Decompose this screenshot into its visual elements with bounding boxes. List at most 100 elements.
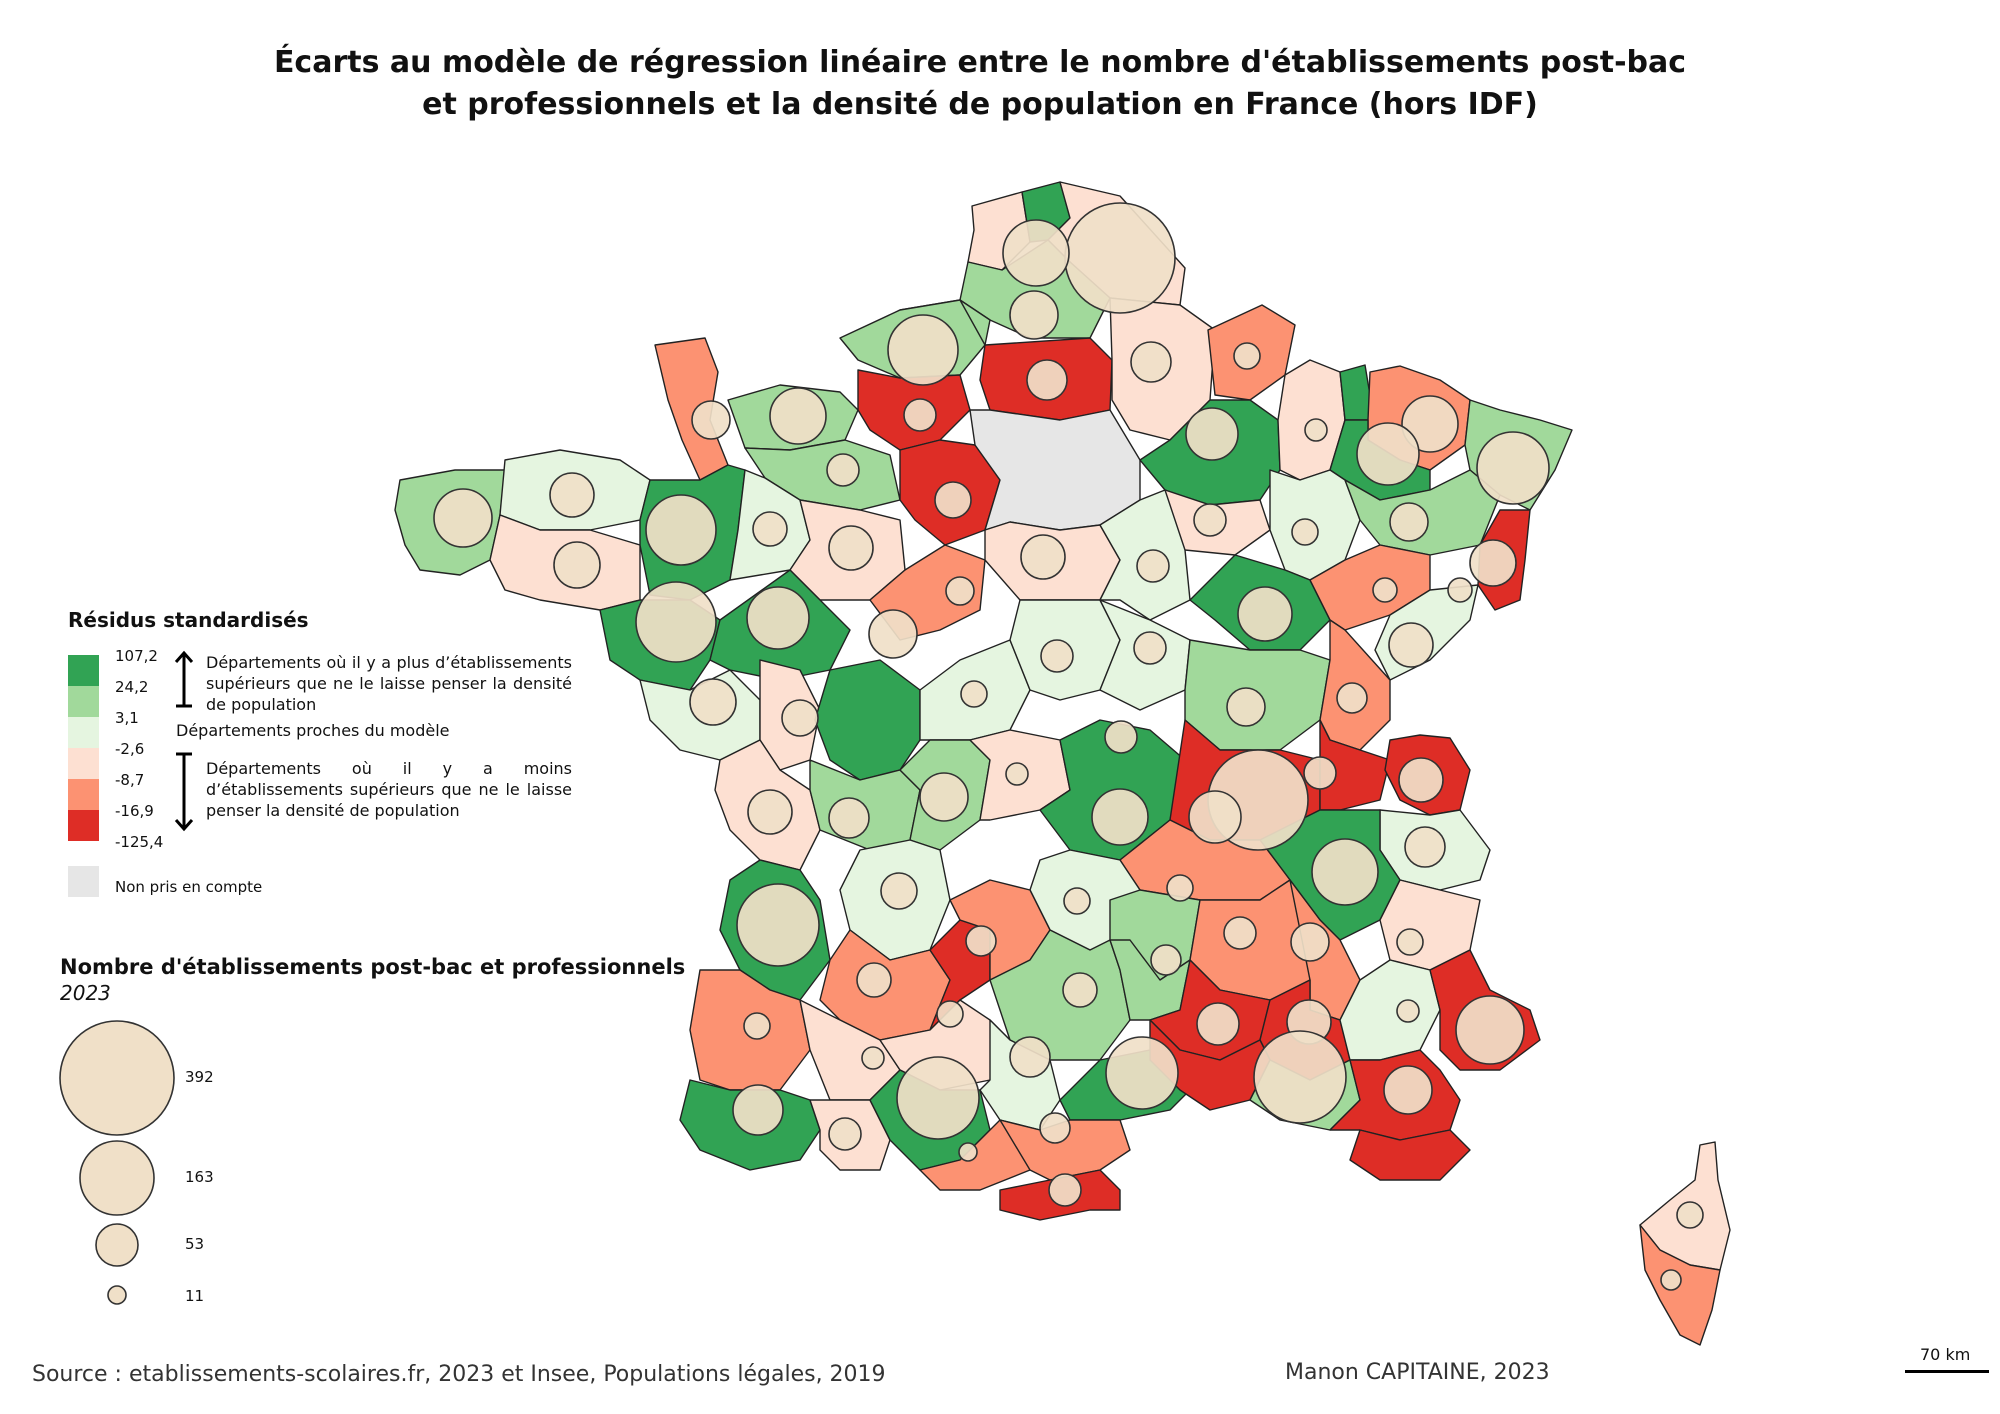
circle-isere — [1311, 838, 1379, 906]
legend-swatch-6 — [68, 810, 99, 841]
map-title: Écarts au modèle de régression linéaire … — [0, 42, 1960, 126]
circle-deux-sevres — [781, 699, 819, 737]
department-indre-et-loire — [814, 659, 921, 781]
circle-charente-maritime — [747, 789, 793, 835]
circle-savoie — [1404, 826, 1446, 868]
legend-not-counted-label: Non pris en compte — [115, 878, 263, 896]
circle-seine-maritime — [887, 314, 959, 386]
circle-jura — [1336, 682, 1368, 714]
legend-break-2: 24,2 — [115, 678, 149, 696]
legend-swatch-3 — [68, 717, 99, 748]
circle-mayenne — [752, 511, 788, 547]
circles-legend-subtitle: 2023 — [60, 981, 111, 1005]
circle-loire — [1166, 874, 1194, 902]
circle-alpes-maritimes — [1455, 995, 1525, 1065]
map-title-line2: et professionnels et la densité de popul… — [422, 87, 1538, 122]
circle-nord-lille — [1064, 202, 1176, 314]
legend-circle-163 — [79, 1140, 155, 1216]
circle-aveyron — [1062, 972, 1098, 1008]
legend-swatch-2 — [68, 686, 99, 717]
circle-lot — [936, 1000, 964, 1028]
circle-cotes-armor — [549, 472, 595, 518]
circle-marne — [1185, 407, 1239, 461]
legend-circle-label-392: 392 — [185, 1068, 214, 1086]
circle-alpes-hp — [1396, 999, 1420, 1023]
circle-ardennes — [1233, 342, 1261, 370]
legend-circle-11 — [107, 1285, 127, 1305]
circle-yonne — [1136, 549, 1170, 583]
circle-sarthe — [828, 525, 874, 571]
circle-haute-corse — [1676, 1201, 1704, 1229]
circle-bas-rhin — [1476, 431, 1550, 505]
circle-indre — [960, 680, 988, 708]
legend-break-1: 107,2 — [115, 647, 158, 665]
circle-calvados — [769, 387, 827, 445]
circle-manche — [691, 400, 731, 440]
circle-loire-atlantique — [635, 581, 717, 663]
legend-circle-label-11: 11 — [185, 1287, 205, 1305]
circle-correze — [965, 925, 997, 957]
circle-puy-de-dome — [1091, 788, 1149, 846]
circle-ariege — [958, 1142, 978, 1162]
circle-aube — [1193, 503, 1227, 537]
scale-bar — [1905, 1370, 1989, 1373]
france-departments — [394, 181, 1731, 1346]
circle-drome — [1290, 922, 1330, 962]
circle-vendee — [689, 678, 737, 726]
circle-maine-et-loire — [746, 586, 810, 650]
circle-eure — [903, 398, 937, 432]
legend-break-3: 3,1 — [115, 709, 139, 727]
department-meurthe-moselle — [1339, 364, 1371, 421]
circle-saone-et-loire — [1226, 687, 1266, 727]
circle-gironde — [736, 883, 820, 967]
legend-arrows — [174, 650, 194, 832]
legend-break-4: -2,6 — [115, 740, 145, 758]
circle-finistere — [433, 488, 493, 548]
circle-landes — [743, 1012, 771, 1040]
circle-moselle — [1401, 395, 1459, 453]
circle-pyrenees-atlantiques — [732, 1084, 784, 1136]
legend-note-below: Départements où il y a moins d’établisse… — [206, 759, 572, 820]
legend-swatch-1 — [68, 655, 99, 686]
circle-haute-saone — [1372, 577, 1398, 603]
source-text: Source : etablissements-scolaires.fr, 20… — [32, 1362, 886, 1387]
circle-pyrenees-orientales — [1048, 1173, 1082, 1207]
circle-lot-et-garonne — [861, 1046, 885, 1070]
legend-circle-392 — [59, 1020, 175, 1136]
legend-swatch-4 — [68, 748, 99, 779]
circle-morbihan — [553, 541, 601, 589]
legend-break-6: -16,9 — [115, 802, 154, 820]
circle-ardeche — [1196, 1002, 1240, 1046]
legend-circle-label-163: 163 — [185, 1168, 214, 1186]
legend-break-7: -125,4 — [115, 833, 164, 851]
circle-haut-rhin — [1469, 539, 1517, 587]
circle-corse-du-sud — [1660, 1269, 1682, 1291]
circle-loir-et-cher — [945, 576, 975, 606]
author-text: Manon CAPITAINE, 2023 — [1285, 1360, 1550, 1385]
circle-doubs — [1388, 622, 1434, 668]
legend-circle-53 — [95, 1223, 139, 1267]
circle-haute-loire — [1223, 916, 1257, 950]
circle-rhone — [1188, 790, 1242, 844]
circle-aisne — [1130, 341, 1172, 383]
circle-eure-et-loir — [934, 481, 972, 519]
circle-bouches-du-rhone — [1253, 1030, 1347, 1124]
circle-var — [1383, 1065, 1433, 1115]
circle-loiret — [1020, 534, 1066, 580]
circle-herault — [1105, 1036, 1179, 1110]
circle-indre-et-loire — [868, 609, 918, 659]
circles-legend-title: Nombre d'établissements post-bac et prof… — [60, 955, 686, 979]
circle-cantal — [1063, 887, 1091, 915]
circle-haute-vienne — [919, 772, 969, 822]
circle-vienne — [828, 797, 870, 839]
circle-pas-de-calais — [1009, 290, 1059, 340]
legend-break-5: -8,7 — [115, 771, 145, 789]
circle-dordogne — [856, 962, 892, 998]
department-idf — [969, 409, 1141, 531]
circle-haute-marne — [1291, 518, 1319, 546]
circle-tarn — [1009, 1036, 1051, 1078]
circle-ain — [1303, 756, 1337, 790]
circle-moselle-2 — [1356, 422, 1420, 486]
circles-legend-symbols — [59, 1020, 175, 1305]
